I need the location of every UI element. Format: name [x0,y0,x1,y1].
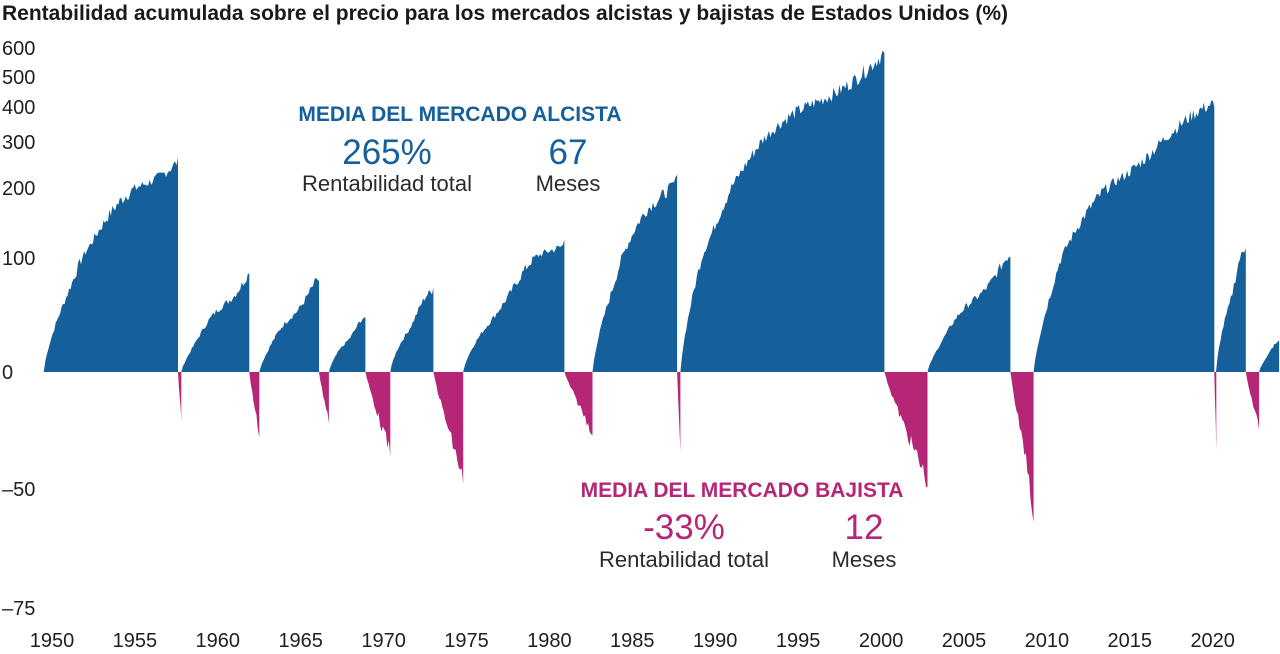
y-tick-label: 600 [2,38,35,60]
bull-return-label: Rentabilidad total [302,171,472,196]
x-tick-label: 2015 [1108,630,1153,652]
bull-market-3 [259,277,319,372]
bear-market-4 [365,372,391,457]
annotations: MEDIA DEL MERCADO ALCISTA 265% 67 Rentab… [298,103,903,572]
x-tick-label: 1950 [30,630,75,652]
bull-months-value: 67 [549,133,588,172]
bull-market-9 [927,256,1011,372]
y-tick-label: –75 [2,598,35,620]
y-tick-label: 200 [2,178,35,200]
bear-market-8 [884,372,928,488]
x-tick-label: 2005 [942,630,987,652]
bear-market-1 [178,372,182,422]
bull-return-value: 265% [342,133,432,172]
bull-market-1 [43,157,179,372]
x-tick-label: 1995 [776,630,821,652]
x-tick-label: 2010 [1025,630,1070,652]
x-tick-label: 1980 [527,630,572,652]
x-tick-label: 1965 [278,630,323,652]
bull-market-2 [181,273,250,372]
bear-market-10 [1214,372,1217,452]
x-tick-label: 2000 [859,630,904,652]
bear-market-5 [433,372,464,485]
y-tick-label: 0 [2,362,13,384]
bull-market-10 [1033,100,1215,372]
bear-return-value: -33% [643,508,725,547]
y-tick-label: 400 [2,97,35,119]
bear-return-label: Rentabilidad total [599,547,769,572]
bear-market-3 [319,372,329,424]
y-tick-label: 300 [2,132,35,154]
bull-market-11 [1216,248,1246,372]
bear-market-7 [677,372,681,452]
bear-months-label: Meses [832,547,897,572]
x-tick-label: 2020 [1190,630,1235,652]
y-tick-label: 500 [2,67,35,89]
x-tick-label: 1990 [693,630,738,652]
x-tick-label: 1960 [196,630,241,652]
x-tick-label: 1970 [361,630,406,652]
y-tick-label: 100 [2,248,35,270]
chart-title: Rentabilidad acumulada sobre el precio p… [2,2,1009,25]
bull-market-6 [463,239,565,372]
bull-market-8 [680,50,885,372]
market-series [43,50,1279,523]
bear-months-value: 12 [845,508,884,547]
bear-market-2 [249,372,260,438]
x-tick-label: 1955 [113,630,158,652]
x-axis: 1950 1955 1960 1965 1970 1975 1980 1985 1990 1995… [30,630,1235,652]
bear-market-9 [1010,372,1034,523]
bull-market-7 [592,174,678,372]
y-axis: 600 500 400 300 200 100 0 –50 –75 [2,38,35,620]
bull-market-12 [1259,340,1279,372]
bull-market-5 [390,287,434,372]
bear-market-6 [564,372,593,436]
bull-months-label: Meses [536,171,601,196]
y-tick-label: –50 [2,479,35,501]
bear-annotation-heading: MEDIA DEL MERCADO BAJISTA [581,479,904,502]
bull-market-4 [328,317,366,372]
bull-annotation-heading: MEDIA DEL MERCADO ALCISTA [298,103,621,126]
bear-market-11 [1245,372,1260,431]
x-tick-label: 1975 [444,630,489,652]
x-tick-label: 1985 [610,630,655,652]
